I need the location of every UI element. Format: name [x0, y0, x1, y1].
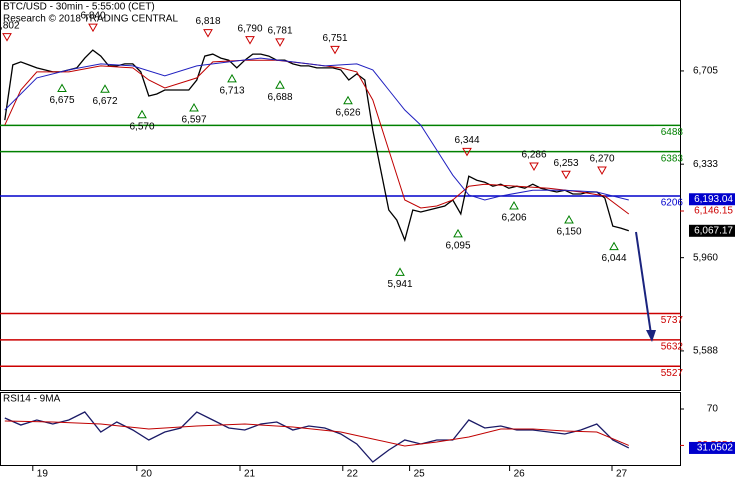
level-label: 5527: [661, 368, 684, 379]
low-label: 6,672: [92, 96, 117, 107]
low-label: 6,150: [556, 227, 581, 238]
low-label: 6,597: [181, 115, 206, 126]
price-tag: 6,146.15: [694, 206, 733, 217]
high-label: 6,751: [322, 33, 347, 44]
high-marker: [529, 162, 539, 171]
low-marker: [609, 241, 619, 251]
level-label: 5632: [661, 342, 684, 353]
high-marker: [597, 166, 607, 175]
y-tick-label: 6,705: [693, 66, 718, 77]
level-label-bg: [654, 314, 680, 327]
high-label: 6,818: [195, 16, 220, 27]
chart-title: BTC/USD - 30min - 5:55:00 (CET): [3, 2, 155, 13]
series-line: [4, 59, 630, 215]
low-label: 6,206: [501, 213, 526, 224]
rsi-panel: [0, 392, 681, 466]
price-tag-box: [689, 193, 735, 206]
y-tick-label: 70: [707, 404, 719, 415]
low-marker: [57, 83, 67, 92]
high-marker: [2, 33, 12, 42]
rsi-title: RSI14 - 9MA: [3, 394, 61, 405]
low-marker: [137, 109, 147, 119]
low-label: 6,675: [49, 95, 74, 106]
price-tag: 6,067.17: [694, 225, 733, 236]
high-marker: [245, 36, 255, 45]
high-label: 6,270: [589, 154, 614, 165]
level-label-bg: [654, 197, 680, 210]
x-tick-label: 27: [616, 469, 628, 480]
low-marker: [453, 228, 463, 238]
high-label: 6,790: [237, 23, 262, 34]
level-label: 6206: [661, 198, 684, 209]
level-label: 6488: [661, 127, 684, 138]
high-marker: [203, 29, 213, 38]
low-marker: [395, 267, 405, 276]
price-tag: 31.0502: [697, 443, 734, 454]
low-label: 6,713: [219, 86, 244, 97]
level-label: 5737: [661, 315, 684, 326]
high-marker: [330, 45, 340, 55]
price-tag-box: [689, 224, 735, 237]
high-label: 6,781: [267, 26, 292, 37]
series-line: [4, 420, 629, 447]
high-label: 6,840: [80, 11, 105, 22]
y-tick-label: 5,588: [693, 346, 718, 357]
plot-layer: 6,705 6,333 5,960 5,588 19 20 21 22 25 26 27 6488 63…: [0, 11, 735, 480]
high-label: 6,344: [454, 135, 479, 146]
low-marker: [275, 80, 285, 89]
level-label-bg: [654, 126, 680, 139]
high-marker: [462, 147, 472, 157]
arrow-head: [646, 330, 656, 342]
low-marker: [509, 200, 519, 210]
y-tick-label: 6,333: [693, 159, 718, 170]
forecast-arrow: [635, 231, 652, 335]
high-label: 6,286: [521, 150, 546, 161]
x-tick-label: 19: [37, 469, 49, 480]
price-tag: 6,193.04: [694, 194, 733, 205]
low-label: 6,044: [601, 253, 626, 264]
x-tick-label: 25: [414, 469, 426, 480]
low-label: 6,570: [129, 121, 154, 132]
low-label: 6,095: [445, 240, 470, 251]
low-marker: [227, 73, 237, 83]
price-tag-box: [689, 441, 735, 454]
low-marker: [100, 84, 110, 93]
level-label-bg: [654, 152, 680, 165]
x-tick-label: 21: [244, 469, 256, 480]
high-label: 6,253: [553, 158, 578, 169]
chart-subtitle: Research © 2018 TRADING CENTRAL: [3, 14, 178, 25]
x-tick-label: 20: [141, 469, 153, 480]
low-label: 6,626: [335, 107, 360, 118]
high-marker: [275, 38, 285, 47]
level-label-bg: [654, 340, 680, 353]
y-tick-label: 5,960: [693, 252, 718, 263]
low-marker: [343, 95, 353, 105]
high-label: 6,802: [0, 20, 20, 31]
series-line: [4, 57, 629, 201]
low-label: 6,688: [267, 92, 292, 103]
series-line: [4, 411, 630, 463]
x-tick-label: 22: [347, 469, 359, 480]
high-marker: [561, 170, 571, 180]
high-marker: [88, 23, 98, 33]
low-marker: [189, 102, 199, 112]
x-tick-label: 26: [514, 469, 526, 480]
level-label-bg: [654, 367, 680, 380]
low-marker: [564, 215, 574, 224]
low-label: 5,941: [387, 279, 412, 290]
level-label: 6383: [661, 153, 684, 164]
